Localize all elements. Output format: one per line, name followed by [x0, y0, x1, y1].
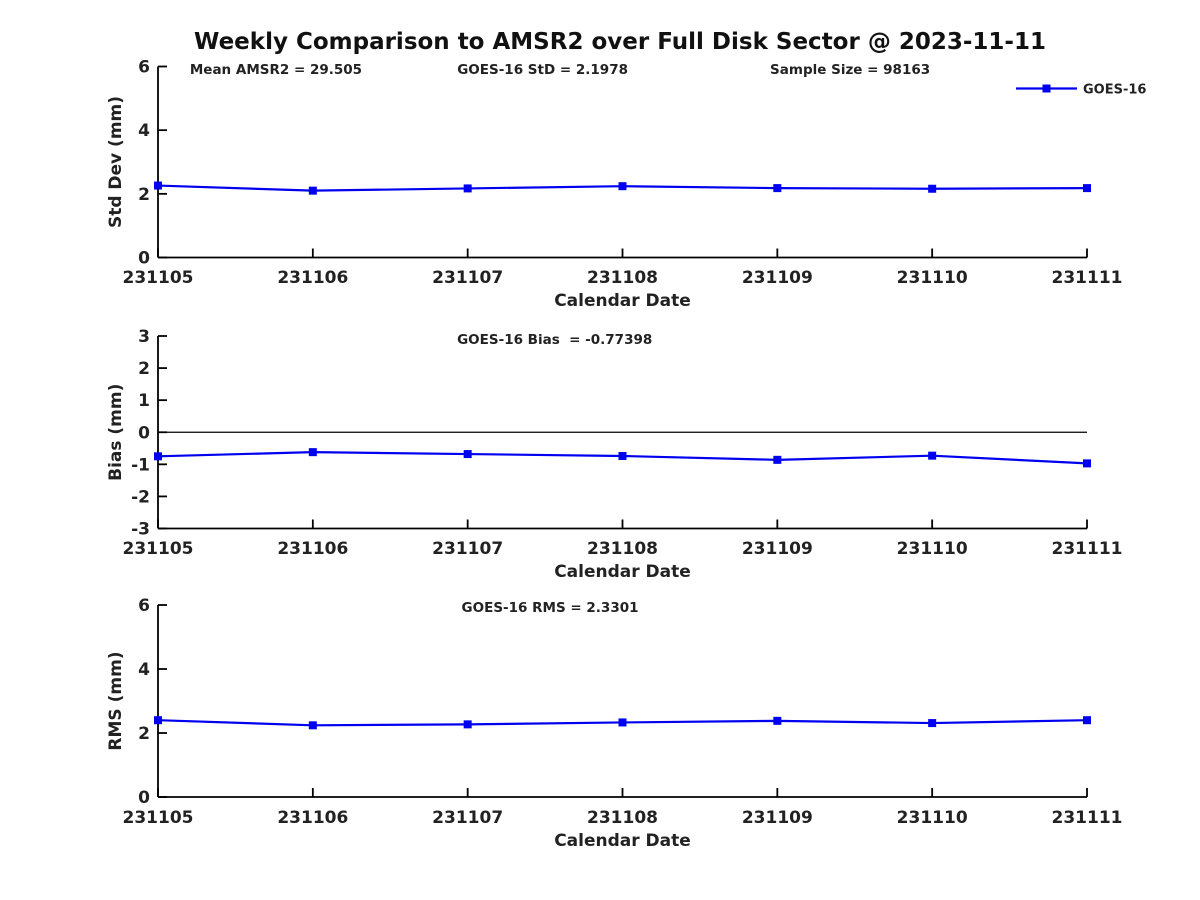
y-tick-label: 1 [138, 391, 150, 411]
figure-title: Weekly Comparison to AMSR2 over Full Dis… [194, 29, 1046, 55]
x-tick-label: 231105 [123, 539, 194, 559]
data-marker [1083, 184, 1091, 193]
y-tick-label: 6 [138, 596, 150, 616]
x-tick-label: 231107 [432, 808, 503, 828]
y-axis-title: RMS (mm) [106, 651, 126, 750]
data-marker [928, 719, 937, 728]
y-tick-label: 2 [138, 359, 150, 379]
y-tick-label: 0 [138, 423, 150, 443]
x-axis-title: Calendar Date [554, 291, 691, 311]
x-tick-label: 231109 [742, 539, 813, 559]
data-marker [154, 716, 162, 725]
x-tick-label: 231111 [1052, 268, 1123, 288]
subplot-std-dev: 231105 231106 231107 231108 231109 231110 2311… [106, 58, 1146, 312]
x-tick-label: 231111 [1052, 539, 1123, 559]
x-tick-label: 231110 [897, 808, 968, 828]
data-marker [154, 181, 162, 190]
data-marker [308, 186, 317, 195]
y-tick-label: -3 [131, 520, 150, 540]
data-marker [154, 452, 162, 461]
y-axis-title: Bias (mm) [106, 384, 126, 481]
data-marker [773, 455, 782, 464]
data-marker [308, 448, 317, 457]
y-tick-label: -1 [131, 455, 150, 475]
x-tick-label: 231109 [742, 808, 813, 828]
x-tick-label: 231106 [277, 268, 348, 288]
x-tick-label: 231106 [277, 539, 348, 559]
subplot-bias: 231105 231106 231107 231108 231109 231110 2311… [106, 327, 1122, 582]
annotation: Mean AMSR2 = 29.505 [190, 62, 362, 78]
y-tick-label: 4 [138, 121, 150, 141]
annotation: GOES-16 StD = 2.1978 [457, 62, 628, 78]
x-tick-label: 231106 [277, 808, 348, 828]
data-marker [463, 720, 472, 729]
data-marker [928, 184, 937, 193]
y-axis-title: Std Dev (mm) [106, 96, 126, 228]
x-tick-label: 231105 [123, 268, 194, 288]
data-marker [1083, 716, 1091, 725]
y-tick-label: 3 [138, 327, 150, 347]
x-tick-label: 231110 [897, 268, 968, 288]
data-marker [463, 450, 472, 459]
legend: GOES-16 [1016, 83, 1146, 98]
y-tick-label: 6 [138, 58, 150, 78]
data-marker [463, 184, 472, 193]
annotation: GOES-16 RMS = 2.3301 [462, 600, 639, 616]
y-tick-label: 0 [138, 249, 150, 269]
data-marker [618, 182, 627, 191]
x-tick-label: 231111 [1052, 808, 1123, 828]
data-marker [308, 721, 317, 730]
x-tick-label: 231109 [742, 268, 813, 288]
x-axis-title: Calendar Date [554, 562, 691, 582]
y-tick-label: -2 [131, 487, 150, 507]
data-marker [1083, 459, 1091, 468]
data-marker [618, 451, 627, 460]
x-tick-label: 231107 [432, 539, 503, 559]
data-marker [773, 716, 782, 725]
subplot-rms: 231105 231106 231107 231108 231109 231110 2311… [106, 596, 1122, 851]
annotation: GOES-16 Bias = -0.77398 [457, 332, 652, 348]
legend-marker [1042, 84, 1051, 93]
x-tick-label: 231108 [587, 268, 658, 288]
legend-label: GOES-16 [1083, 83, 1146, 98]
annotation: Sample Size = 98163 [770, 62, 930, 78]
y-tick-label: 0 [138, 788, 150, 808]
x-tick-label: 231107 [432, 268, 503, 288]
y-tick-label: 2 [138, 724, 150, 744]
data-marker [618, 718, 627, 727]
y-tick-label: 4 [138, 660, 150, 680]
x-tick-label: 231105 [123, 808, 194, 828]
x-tick-label: 231108 [587, 539, 658, 559]
x-tick-label: 231108 [587, 808, 658, 828]
y-tick-label: 2 [138, 185, 150, 205]
x-axis-title: Calendar Date [554, 831, 691, 851]
x-tick-label: 231110 [897, 539, 968, 559]
data-marker [928, 451, 937, 460]
data-marker [773, 184, 782, 193]
